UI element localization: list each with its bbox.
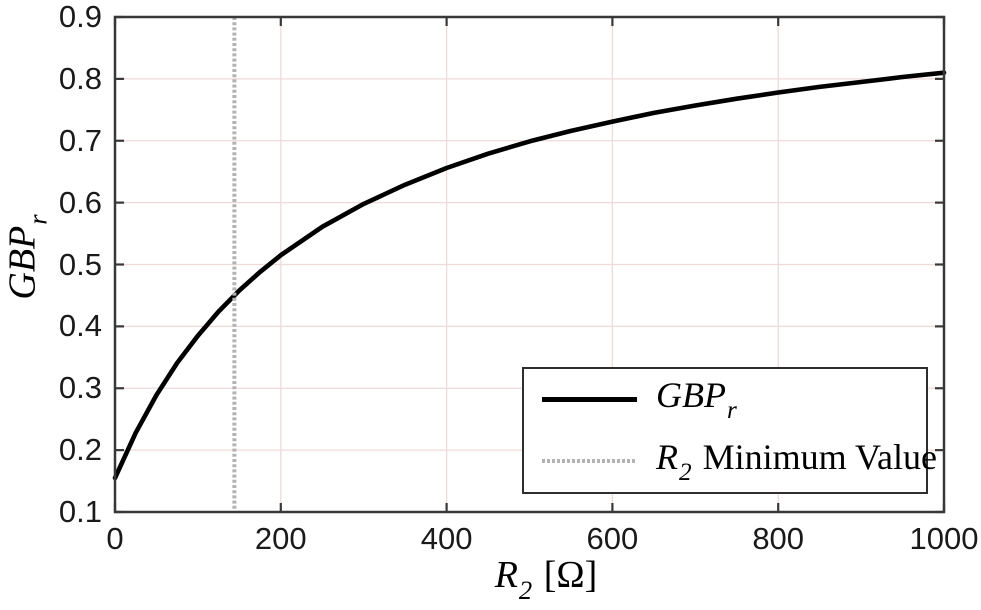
legend-solid-line-sample	[542, 397, 637, 403]
y-tick-label: 0.5	[58, 246, 102, 282]
x-tick-label: 200	[254, 521, 307, 556]
legend-dotted-line-sample	[542, 459, 637, 464]
y-tick-label: 0.9	[58, 0, 102, 34]
y-tick-label: 0.8	[58, 60, 102, 96]
y-tick-label: 0.1	[58, 494, 102, 529]
x-tick-label: 0	[106, 521, 124, 556]
x-axis-label-main: R	[494, 554, 518, 596]
legend-label-gbpr: GBPr	[656, 374, 739, 425]
legend-label-gbpr-subscript: r	[726, 397, 737, 425]
legend-label-r2-rest: Minimum Value	[693, 436, 937, 477]
y-tick-label: 0.6	[58, 184, 102, 220]
legend-label-gbpr-main: GBP	[656, 375, 726, 416]
x-axis-label: R2 [Ω]	[430, 553, 662, 606]
legend-label-r2-minimum: R2 Minimum Value	[656, 436, 937, 487]
y-tick-label: 0.7	[58, 122, 102, 158]
legend-label-r2-subscript: 2	[679, 458, 692, 486]
legend: GBPr R2 Minimum Value	[522, 367, 937, 494]
y-tick-label: 0.4	[58, 308, 102, 344]
legend-entry-gbpr: GBPr	[524, 370, 926, 430]
x-tick-label: 800	[752, 521, 805, 556]
x-tick-label: 1000	[909, 521, 979, 556]
x-axis-label-subscript: 2	[518, 574, 533, 605]
legend-label-r2-main: R	[656, 436, 678, 477]
x-tick-label: 600	[586, 521, 639, 556]
y-tick-label: 0.2	[58, 432, 102, 468]
y-tick-label: 0.3	[58, 370, 102, 406]
gbpr-curve	[112, 70, 947, 481]
legend-entry-r2-minimum: R2 Minimum Value	[524, 431, 937, 491]
y-axis-label: GBPr	[1, 212, 54, 299]
x-axis-label-unit: [Ω]	[534, 554, 598, 596]
x-tick-label: 400	[420, 521, 473, 556]
y-axis-label-main: GBP	[1, 225, 44, 300]
y-axis-label-subscript: r	[22, 214, 53, 225]
